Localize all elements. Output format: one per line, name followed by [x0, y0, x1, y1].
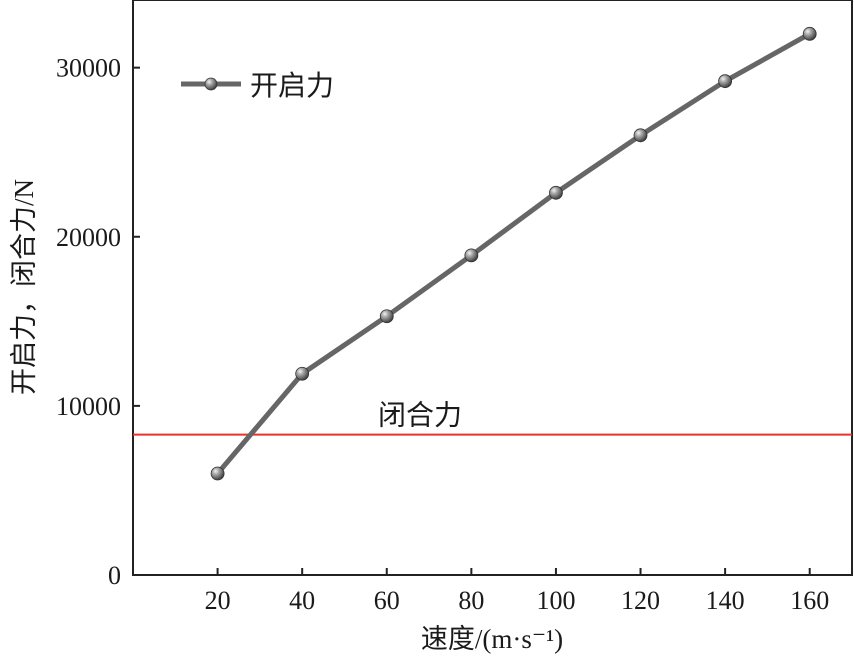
- data-point: [802, 26, 817, 41]
- data-point: [295, 366, 310, 381]
- x-tick-label: 20: [205, 586, 231, 615]
- opening-force-points: [210, 26, 817, 481]
- x-tick-label: 140: [706, 586, 745, 615]
- x-tick-label: 80: [458, 586, 484, 615]
- opening-force-series: [215, 31, 811, 476]
- y-tick-label: 0: [108, 561, 121, 590]
- opening-force-line: [215, 31, 811, 476]
- x-axis-title: 速度/(m·s⁻¹): [421, 624, 563, 654]
- data-point: [379, 309, 394, 324]
- data-point: [464, 248, 479, 263]
- legend: 开启力: [181, 70, 334, 102]
- data-point: [718, 74, 733, 89]
- plot-frame: [132, 0, 853, 576]
- closing-force-annotation: 闭合力: [378, 400, 462, 432]
- x-axis-ticks: 20 40 60 80 100 120 140 160: [205, 568, 829, 615]
- y-axis-ticks: 0 10000 20000 30000: [56, 54, 140, 590]
- x-tick-label: 120: [621, 586, 660, 615]
- y-axis-title: 开启力，闭合力/N: [9, 179, 39, 395]
- y-tick-label: 30000: [56, 54, 121, 83]
- y-tick-label: 10000: [56, 392, 121, 421]
- data-point: [633, 128, 648, 143]
- data-point: [210, 466, 225, 481]
- legend-label-opening-force: 开启力: [250, 70, 334, 102]
- data-point: [549, 185, 563, 200]
- x-tick-label: 40: [289, 586, 315, 615]
- legend-marker-swatch: [204, 77, 218, 91]
- y-tick-label: 20000: [56, 223, 121, 252]
- x-tick-label: 160: [790, 586, 829, 615]
- x-tick-label: 60: [374, 586, 400, 615]
- x-tick-label: 100: [536, 586, 575, 615]
